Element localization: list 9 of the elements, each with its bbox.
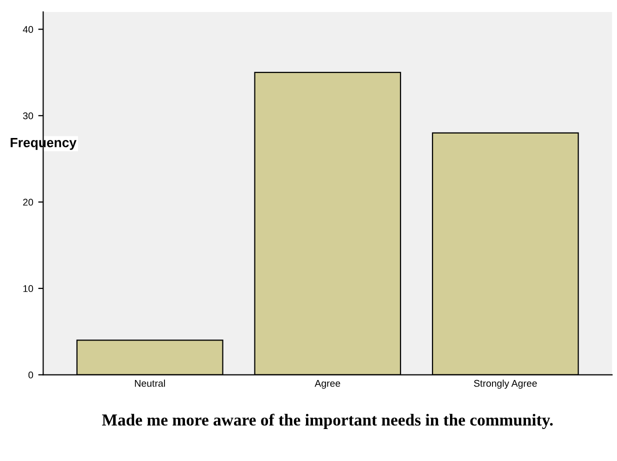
y-tick-label: 20 bbox=[23, 198, 34, 206]
y-tick-label: 40 bbox=[22, 26, 34, 33]
x-tick-label: Neutral bbox=[134, 380, 165, 387]
x-tick-label: Agree bbox=[314, 380, 340, 389]
y-tick-label: 30 bbox=[23, 112, 34, 120]
x-tick-label: Strongly Agree bbox=[474, 380, 537, 389]
y-tick-label: 0 bbox=[28, 372, 34, 378]
y-tick-label: 10 bbox=[23, 285, 34, 292]
x-axis-title: Made me more aware of the important needs in the community. bbox=[102, 414, 553, 430]
